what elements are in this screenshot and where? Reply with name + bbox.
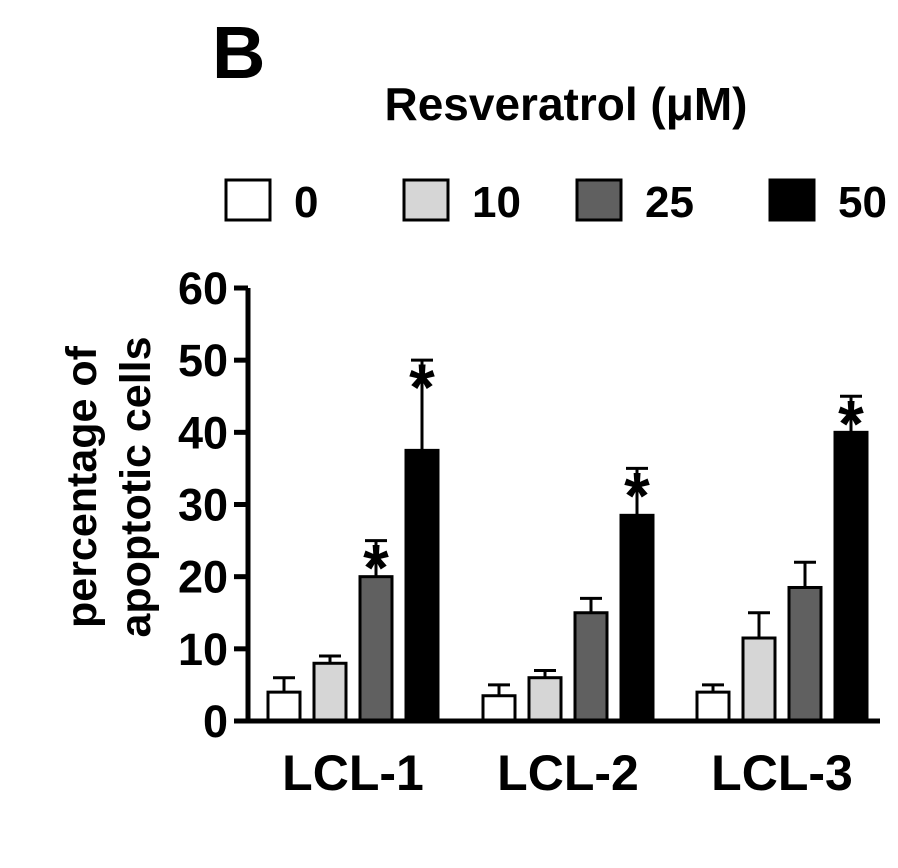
- y-tick-label: 40: [178, 407, 228, 458]
- legend-label: 25: [645, 178, 694, 227]
- significance-star: *: [838, 386, 864, 460]
- bar: [619, 513, 655, 723]
- y-tick-label: 60: [178, 263, 228, 314]
- panel-label: B: [212, 11, 265, 94]
- bar: [695, 690, 731, 723]
- x-tick-label: LCL-3: [711, 745, 853, 801]
- x-tick-label: LCL-1: [282, 745, 424, 801]
- x-tick-label: LCL-2: [497, 745, 639, 801]
- legend-swatch: [768, 178, 816, 222]
- legend-swatch: [224, 178, 272, 222]
- y-tick-label: 20: [178, 552, 228, 603]
- significance-star: *: [409, 350, 435, 424]
- y-tick-label: 50: [178, 335, 228, 386]
- chart-title: Resveratrol (μM): [384, 78, 747, 130]
- legend: 0 10 25 50: [224, 178, 887, 227]
- bar: [481, 694, 517, 723]
- y-axis: 0 10 20 30 40 50 60: [178, 263, 251, 747]
- bar: [833, 430, 869, 723]
- legend-label: 10: [472, 178, 521, 227]
- y-tick-label: 10: [178, 624, 228, 675]
- legend-swatch: [575, 178, 623, 222]
- bar: [573, 611, 609, 723]
- significance-star: *: [624, 458, 650, 532]
- bar: [527, 676, 563, 723]
- y-axis-label-line1: percentage of: [58, 345, 106, 628]
- bar: [312, 661, 348, 723]
- legend-swatch: [402, 178, 450, 222]
- x-axis: LCL-1 LCL-2 LCL-3: [248, 718, 880, 801]
- legend-label: 0: [294, 178, 318, 227]
- y-tick-label: 30: [178, 480, 228, 531]
- y-tick-label: 0: [203, 696, 228, 747]
- y-axis-label-line2: apoptotic cells: [112, 336, 160, 637]
- bar: [787, 585, 823, 723]
- bar: [741, 636, 777, 723]
- bar: [266, 690, 302, 723]
- bar: [404, 448, 440, 723]
- bars-group: * * * *: [266, 350, 869, 723]
- significance-star: *: [363, 531, 389, 605]
- legend-label: 50: [838, 178, 887, 227]
